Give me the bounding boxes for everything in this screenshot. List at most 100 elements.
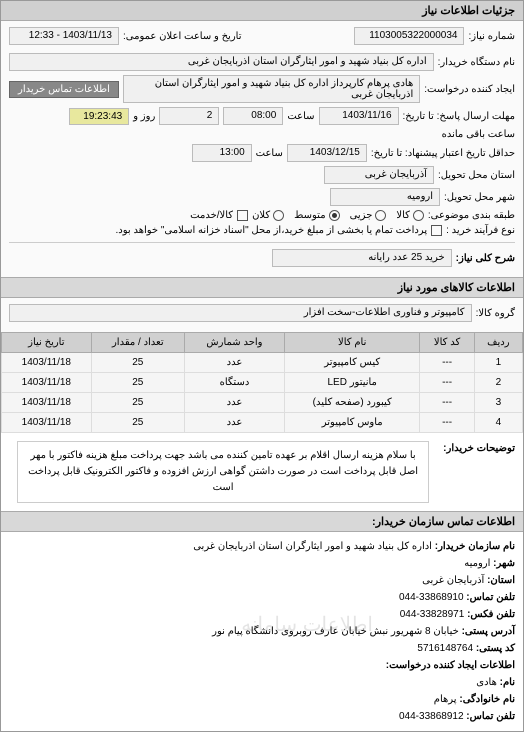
remain-label: ساعت باقی مانده bbox=[442, 129, 515, 140]
priority-label: طبقه بندی موضوعی: bbox=[428, 210, 515, 221]
request-no-field: 1103005322000034 bbox=[354, 27, 464, 45]
table-row: 1---کیس کامپیوترعدد251403/11/18 bbox=[2, 353, 523, 373]
creator-subsection: اطلاعات ایجاد کننده درخواست: bbox=[386, 660, 515, 671]
contact-family-label: نام خانوادگی: bbox=[459, 694, 515, 705]
table-cell: 25 bbox=[91, 393, 184, 413]
table-cell: عدد bbox=[184, 413, 284, 433]
col-3: واحد شمارش bbox=[184, 333, 284, 353]
goods-checkbox[interactable] bbox=[237, 210, 248, 221]
contact-org: اداره کل بنیاد شهید و امور ایثارگران است… bbox=[193, 541, 432, 552]
table-cell: 25 bbox=[91, 353, 184, 373]
table-cell: مانیتور LED bbox=[284, 373, 420, 393]
items-table: ردیف کد کالا نام کالا واحد شمارش تعداد /… bbox=[1, 332, 523, 433]
announce-label: تاریخ و ساعت اعلان عمومی: bbox=[123, 31, 242, 42]
time-label-2: ساعت bbox=[256, 148, 283, 159]
days-field: 2 bbox=[159, 107, 219, 125]
table-row: 2---مانیتور LEDدستگاه251403/11/18 bbox=[2, 373, 523, 393]
contact-fax: 33828971-044 bbox=[400, 609, 465, 620]
priority-radio-0[interactable] bbox=[413, 210, 424, 221]
table-cell: 1403/11/18 bbox=[2, 353, 92, 373]
contact-postal-label: کد پستی: bbox=[476, 643, 515, 654]
remain-time-field: 19:23:43 bbox=[69, 108, 129, 125]
table-cell: عدد bbox=[184, 393, 284, 413]
deadline-label: مهلت ارسال پاسخ: تا تاریخ: bbox=[403, 111, 515, 122]
group-field: کامپیوتر و فناوری اطلاعات-سخت افزار bbox=[9, 304, 472, 322]
contact-name: هادی bbox=[476, 677, 497, 688]
priority-opt-0: کالا bbox=[396, 210, 410, 221]
purchase-opt-0: پرداخت تمام یا بخشی از مبلغ خرید،از محل … bbox=[116, 225, 428, 236]
delivery-prov-field: آذربایجان غربی bbox=[324, 166, 434, 184]
buyer-contact-button[interactable]: اطلاعات تماس خریدار bbox=[9, 81, 119, 98]
col-0: ردیف bbox=[474, 333, 522, 353]
col-4: تعداد / مقدار bbox=[91, 333, 184, 353]
description-text: با سلام هزینه ارسال اقلام بر عهده تامین … bbox=[17, 441, 429, 503]
table-cell: --- bbox=[420, 413, 474, 433]
table-cell: 2 bbox=[474, 373, 522, 393]
priority-opt-2: متوسط bbox=[294, 210, 325, 221]
table-cell: --- bbox=[420, 353, 474, 373]
col-1: کد کالا bbox=[420, 333, 474, 353]
contact-phone2-label: تلفن تماس: bbox=[466, 711, 515, 722]
contact-fax-label: تلفن فکس: bbox=[467, 609, 515, 620]
priority-opt-3: کلان bbox=[252, 210, 270, 221]
days-label: روز و bbox=[133, 111, 155, 122]
contact-phone2: 33868912-044 bbox=[399, 711, 464, 722]
table-cell: 25 bbox=[91, 413, 184, 433]
contact-address-label: آدرس پستی: bbox=[462, 626, 515, 637]
table-cell: 4 bbox=[474, 413, 522, 433]
table-cell: 1403/11/18 bbox=[2, 413, 92, 433]
goods-service-label: کالا/خدمت bbox=[190, 210, 233, 221]
priority-opt-1: جزیی bbox=[350, 210, 373, 221]
buyer-org-label: نام دستگاه خریدار: bbox=[438, 57, 515, 68]
table-cell: 25 bbox=[91, 373, 184, 393]
table-cell: 1403/11/18 bbox=[2, 393, 92, 413]
priority-radio-group: کالا جزیی متوسط کلان bbox=[252, 210, 424, 221]
delivery-city-label: شهر محل تحویل: bbox=[444, 192, 515, 203]
purchase-label: نوع فرآیند خرید : bbox=[446, 225, 515, 236]
priority-radio-2[interactable] bbox=[329, 210, 340, 221]
table-cell: کیس کامپیوتر bbox=[284, 353, 420, 373]
request-no-label: شماره نیاز: bbox=[468, 31, 515, 42]
deadline-time-field: 08:00 bbox=[223, 107, 283, 125]
col-5: تاریخ نیاز bbox=[2, 333, 92, 353]
contact-province-label: استان: bbox=[487, 575, 515, 586]
table-cell: --- bbox=[420, 373, 474, 393]
need-title-label: شرح کلی نیاز: bbox=[456, 253, 515, 264]
contact-postal: 5716148764 bbox=[417, 643, 473, 654]
contact-org-label: نام سازمان خریدار: bbox=[435, 541, 515, 552]
table-cell: 1 bbox=[474, 353, 522, 373]
validity-time-field: 13:00 bbox=[192, 144, 252, 162]
time-label-1: ساعت bbox=[287, 111, 314, 122]
contact-family: پرهام bbox=[434, 694, 457, 705]
announce-field: 1403/11/13 - 12:33 bbox=[9, 27, 119, 45]
table-header-row: ردیف کد کالا نام کالا واحد شمارش تعداد /… bbox=[2, 333, 523, 353]
items-section-title: اطلاعات کالاهای مورد نیاز bbox=[1, 277, 523, 298]
validity-date-field: 1403/12/15 bbox=[287, 144, 367, 162]
validity-label: حداقل تاریخ اعتبار پیشنهاد: تا تاریخ: bbox=[371, 148, 515, 159]
table-cell: 1403/11/18 bbox=[2, 373, 92, 393]
buyer-org-field: اداره کل بنیاد شهید و امور ایثارگران است… bbox=[9, 53, 434, 71]
priority-radio-3[interactable] bbox=[273, 210, 284, 221]
contact-city: ارومیه bbox=[464, 558, 490, 569]
deadline-date-field: 1403/11/16 bbox=[319, 107, 399, 125]
table-row: 4---ماوس کامپیوترعدد251403/11/18 bbox=[2, 413, 523, 433]
contact-province: آذربایجان غربی bbox=[422, 575, 484, 586]
need-title-field: خرید 25 عدد رایانه bbox=[272, 249, 452, 267]
contact-city-label: شهر: bbox=[493, 558, 515, 569]
contact-area: نام سازمان خریدار: اداره کل بنیاد شهید و… bbox=[1, 532, 523, 731]
priority-radio-1[interactable] bbox=[375, 210, 386, 221]
description-label: توضیحات خریدار: bbox=[443, 437, 515, 454]
delivery-city-field: ارومیه bbox=[330, 188, 440, 206]
creator-label: ایجاد کننده درخواست: bbox=[424, 84, 515, 95]
table-cell: ماوس کامپیوتر bbox=[284, 413, 420, 433]
purchase-checkbox[interactable] bbox=[431, 225, 442, 236]
contact-section-title: اطلاعات تماس سازمان خریدار: bbox=[1, 511, 523, 532]
page-title: جزئیات اطلاعات نیاز bbox=[1, 1, 523, 21]
table-cell: 3 bbox=[474, 393, 522, 413]
contact-phone-label: تلفن تماس: bbox=[466, 592, 515, 603]
col-2: نام کالا bbox=[284, 333, 420, 353]
table-row: 3---کیبورد (صفحه کلید)عدد251403/11/18 bbox=[2, 393, 523, 413]
table-cell: --- bbox=[420, 393, 474, 413]
contact-name-label: نام: bbox=[500, 677, 515, 688]
delivery-prov-label: استان محل تحویل: bbox=[438, 170, 515, 181]
